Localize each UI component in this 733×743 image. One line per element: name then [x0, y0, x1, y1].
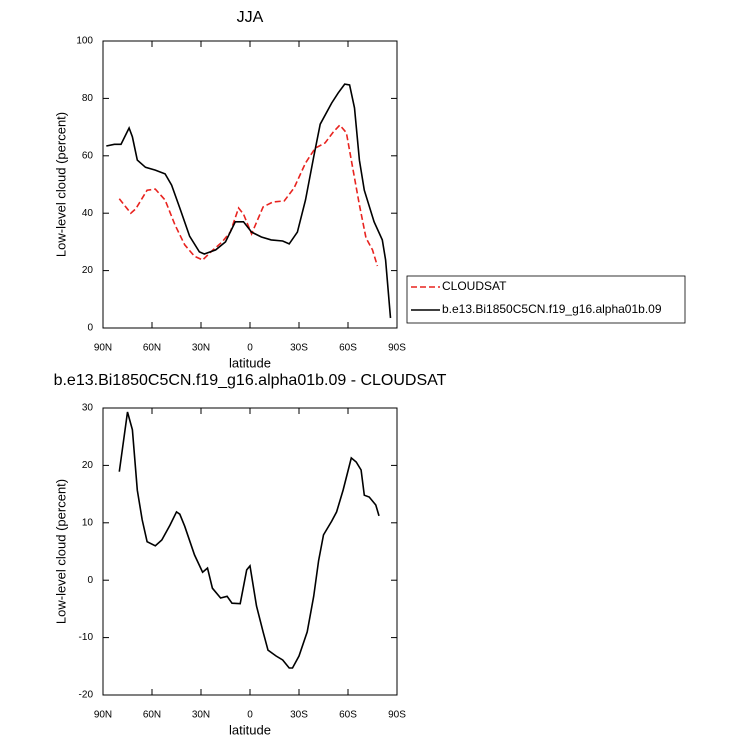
x-tick-label: 30N: [192, 710, 210, 721]
y-tick-label: 80: [82, 93, 94, 104]
y-tick-label: -20: [79, 690, 94, 701]
x-axis-label: latitude: [229, 355, 271, 370]
data-line: [118, 123, 379, 267]
y-tick-label: -10: [79, 632, 94, 643]
x-tick-label: 60N: [143, 710, 161, 721]
chart-title: JJA: [237, 9, 264, 26]
y-tick-label: 60: [82, 150, 94, 161]
y-tick-label: 30: [82, 403, 94, 414]
y-tick-label: 20: [82, 460, 94, 471]
plot-frame: [102, 407, 398, 696]
x-tick-label: 0: [247, 710, 253, 721]
legend-label: b.e13.Bi1850C5CN.f19_g16.alpha01b.09: [442, 302, 662, 316]
legend-label: CLOUDSAT: [442, 279, 507, 293]
x-axis-label: latitude: [229, 722, 271, 737]
y-tick-label: 40: [82, 208, 94, 219]
y-tick-label: 0: [87, 575, 93, 586]
x-tick-label: 0: [247, 343, 253, 354]
y-tick-label: 20: [82, 265, 94, 276]
data-line: [118, 411, 380, 669]
data-line: [106, 83, 392, 319]
y-axis-label: Low-level cloud (percent): [53, 479, 68, 624]
x-tick-label: 60S: [339, 343, 357, 354]
x-tick-label: 90N: [94, 710, 112, 721]
x-tick-label: 30S: [290, 343, 308, 354]
legend-box: [406, 275, 686, 324]
x-tick-label: 90S: [388, 710, 406, 721]
y-tick-label: 100: [76, 36, 93, 47]
y-tick-label: 0: [87, 323, 93, 334]
plot-frame: [102, 40, 398, 329]
x-tick-label: 30N: [192, 343, 210, 354]
x-tick-label: 30S: [290, 710, 308, 721]
y-axis-label: Low-level cloud (percent): [53, 112, 68, 257]
x-tick-label: 90N: [94, 343, 112, 354]
x-tick-label: 90S: [388, 343, 406, 354]
x-tick-label: 60N: [143, 343, 161, 354]
chart-title: b.e13.Bi1850C5CN.f19_g16.alpha01b.09 - C…: [54, 372, 447, 389]
y-tick-label: 10: [82, 517, 94, 528]
x-tick-label: 60S: [339, 710, 357, 721]
